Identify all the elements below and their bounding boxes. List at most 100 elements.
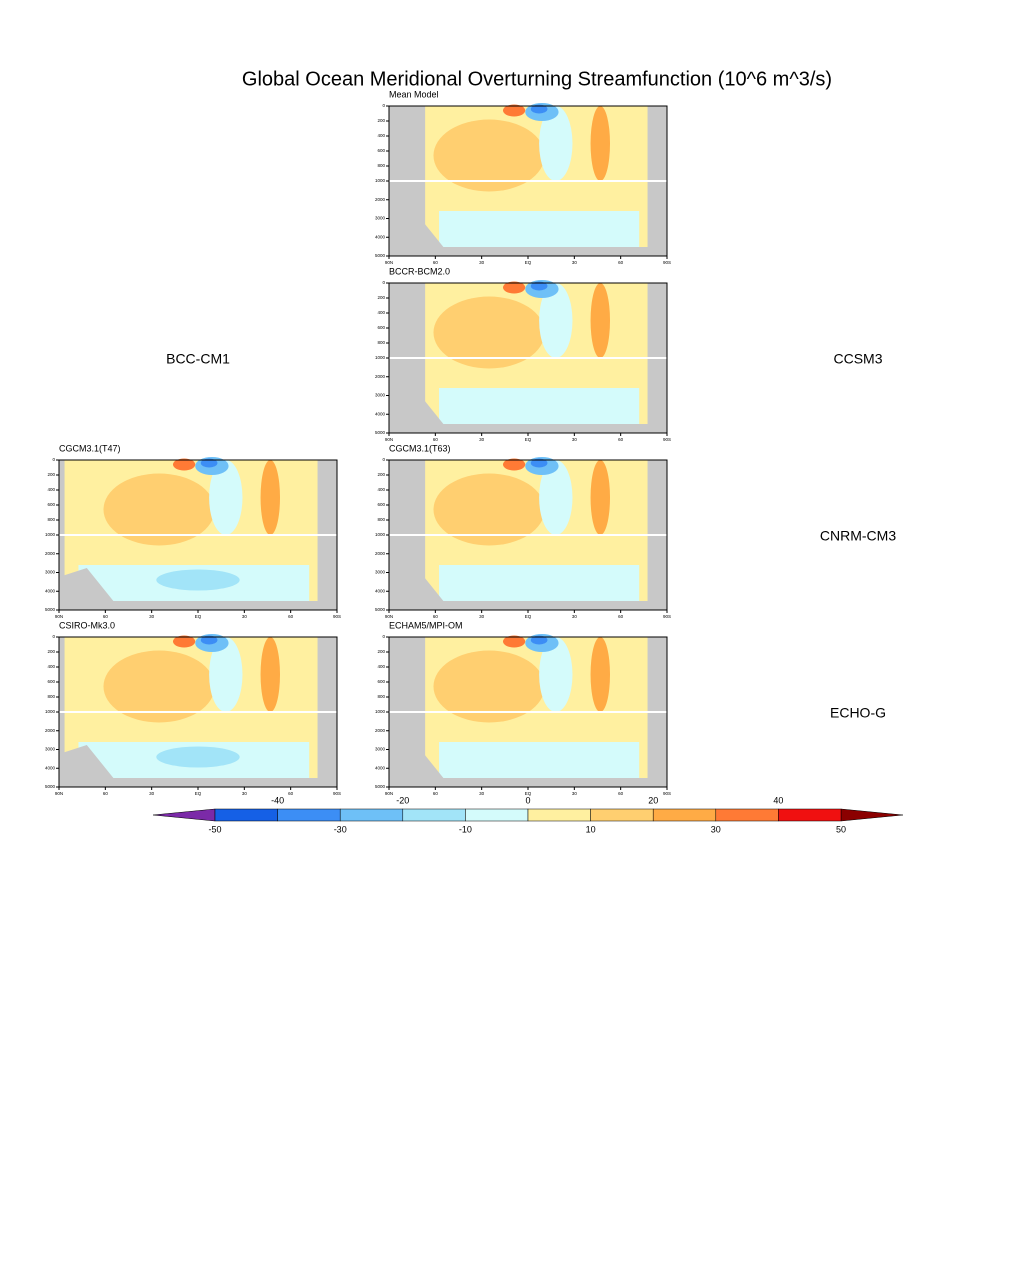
panel-title: CSIRO-Mk3.0: [59, 620, 115, 630]
y-tick-label: 200: [47, 472, 55, 477]
contour-fill: [209, 460, 243, 535]
x-tick-label: 90S: [663, 437, 671, 442]
colorbar-label: 0: [525, 795, 530, 805]
colorbar-box: [402, 808, 466, 822]
contour-fill: [530, 104, 548, 114]
land: [59, 778, 337, 787]
missing-model-label: CCSM3: [833, 351, 882, 367]
y-tick-label: 800: [47, 517, 55, 522]
land: [389, 778, 667, 787]
x-tick-label: 30: [242, 791, 248, 796]
x-tick-label: 60: [618, 260, 624, 265]
x-tick-label: 90S: [333, 791, 341, 796]
y-tick-label: 600: [47, 679, 55, 684]
colorbar-box: [527, 808, 591, 822]
contour-fill: [590, 637, 611, 712]
y-tick-label: 200: [47, 649, 55, 654]
y-tick-label: 5000: [45, 607, 56, 612]
panel: Mean Model 0 200 400 600 800 1000 2000 3000 4000 5…: [375, 89, 671, 265]
x-tick-label: EQ: [195, 614, 202, 619]
x-tick-label: 30: [242, 614, 248, 619]
colorbar-under: [152, 808, 216, 822]
colorbar-over: [840, 808, 904, 822]
contour-fill: [530, 635, 548, 645]
y-tick-label: 600: [377, 502, 385, 507]
contour-fill: [590, 460, 611, 535]
y-tick-label: 1000: [375, 178, 386, 183]
contour-fill: [539, 106, 573, 181]
land: [389, 568, 459, 610]
y-tick-label: 2000: [45, 728, 56, 733]
y-tick-label: 200: [377, 472, 385, 477]
x-tick-label: 60: [103, 791, 109, 796]
land: [59, 601, 337, 610]
y-tick-label: 0: [52, 634, 55, 639]
panel-title: BCCR-BCM2.0: [389, 266, 450, 276]
y-tick-label: 3000: [375, 570, 386, 575]
x-tick-label: 60: [288, 614, 294, 619]
y-tick-label: 2000: [375, 197, 386, 202]
y-tick-label: 4000: [45, 765, 56, 770]
x-tick-label: 90S: [663, 260, 671, 265]
missing-model-label: CNRM-CM3: [820, 528, 896, 544]
x-tick-label: 60: [433, 614, 439, 619]
colorbar-label: -30: [334, 824, 347, 834]
x-tick-label: 90N: [385, 260, 393, 265]
colorbar-box: [465, 808, 529, 822]
x-tick-label: EQ: [525, 614, 532, 619]
y-tick-label: 2000: [375, 728, 386, 733]
y-tick-label: 5000: [375, 253, 386, 258]
land: [59, 745, 129, 787]
y-tick-label: 800: [47, 694, 55, 699]
panel: BCCR-BCM2.0 0 200 400 600 800 1000 2000 3000 4000…: [375, 266, 671, 442]
contour-fill: [260, 460, 281, 535]
contour-fill: [539, 460, 573, 535]
contour-fill: [433, 473, 545, 546]
y-tick-label: 3000: [375, 393, 386, 398]
y-tick-label: 400: [377, 487, 385, 492]
y-tick-label: 200: [377, 649, 385, 654]
land: [59, 568, 129, 610]
x-tick-label: 60: [618, 791, 624, 796]
colorbar-box: [590, 808, 654, 822]
missing-model-label: BCC-CM1: [166, 351, 230, 367]
y-tick-label: 800: [377, 694, 385, 699]
x-tick-label: 30: [572, 437, 578, 442]
x-tick-label: EQ: [525, 791, 532, 796]
land: [389, 745, 459, 787]
contour-fill: [439, 388, 640, 424]
x-tick-label: 90N: [55, 791, 63, 796]
panel: ECHAM5/MPI-OM 0 200 400 600 800 1000 2000 3000 40…: [375, 620, 671, 796]
y-tick-label: 5000: [45, 784, 56, 789]
x-tick-label: 90N: [385, 437, 393, 442]
contour-fill: [502, 458, 526, 471]
contour-fill: [530, 458, 548, 468]
colorbar-label: 40: [773, 795, 783, 805]
contour-fill: [172, 458, 196, 471]
x-tick-label: EQ: [195, 791, 202, 796]
colorbar-label: -40: [271, 795, 284, 805]
y-tick-label: 200: [377, 295, 385, 300]
y-tick-label: 5000: [375, 607, 386, 612]
contour-fill: [433, 296, 545, 369]
x-tick-label: 60: [618, 437, 624, 442]
colorbar-box: [778, 808, 842, 822]
y-tick-label: 0: [382, 634, 385, 639]
land: [389, 601, 667, 610]
y-tick-label: 3000: [375, 747, 386, 752]
x-tick-label: 30: [572, 614, 578, 619]
colorbar-label: -50: [208, 824, 221, 834]
x-tick-label: 30: [479, 791, 485, 796]
y-tick-label: 0: [382, 103, 385, 108]
y-tick-label: 1000: [45, 709, 56, 714]
y-tick-label: 3000: [45, 747, 56, 752]
contour-fill: [539, 283, 573, 358]
x-tick-label: 30: [572, 260, 578, 265]
y-tick-label: 400: [377, 310, 385, 315]
y-tick-label: 400: [47, 487, 55, 492]
x-tick-label: EQ: [525, 260, 532, 265]
y-tick-label: 5000: [375, 784, 386, 789]
y-tick-label: 1000: [375, 532, 386, 537]
panel-title: CGCM3.1(T63): [389, 443, 451, 453]
contour-fill: [433, 650, 545, 723]
